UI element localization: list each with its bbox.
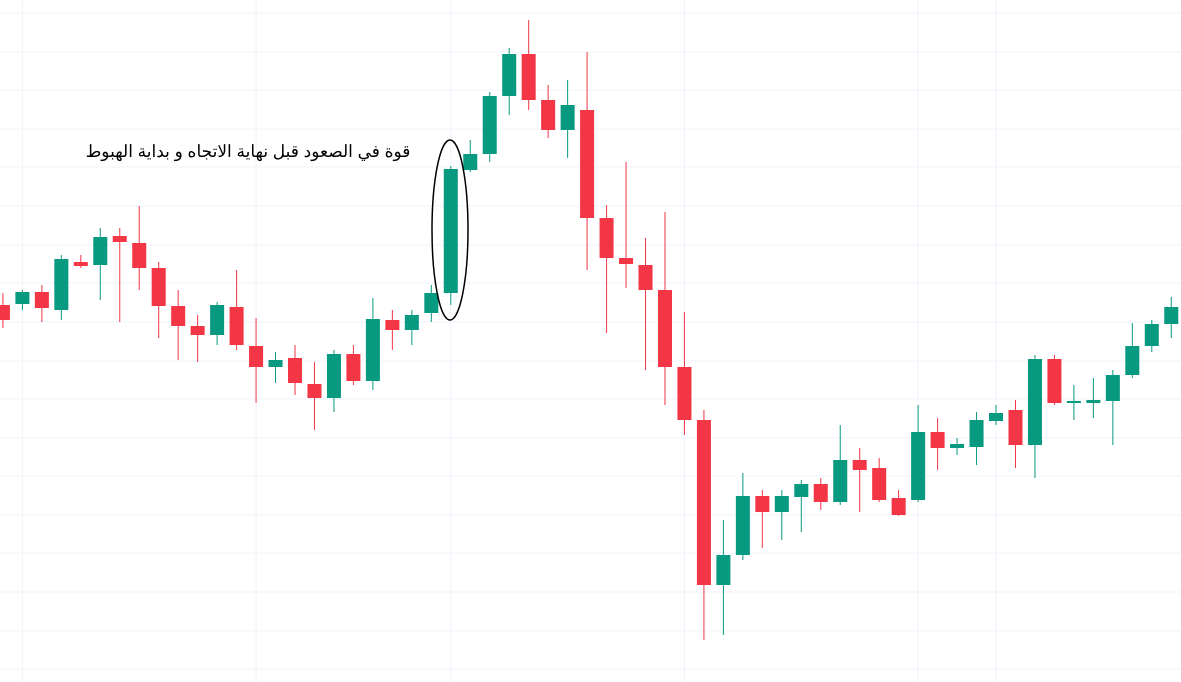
- candle-body: [716, 555, 731, 585]
- candle-body: [34, 292, 49, 308]
- candle-body: [1164, 307, 1179, 324]
- candle-body: [580, 110, 595, 218]
- candle-body: [346, 354, 361, 381]
- candle-body: [541, 100, 556, 130]
- candle-body: [989, 413, 1004, 421]
- candle-body: [833, 460, 848, 502]
- candle-body: [424, 293, 439, 313]
- candle-body: [249, 346, 264, 367]
- candle-body: [1105, 375, 1120, 401]
- candle-body: [151, 268, 166, 306]
- candle-body: [657, 290, 672, 367]
- candle-body: [132, 243, 147, 268]
- candle-body: [950, 444, 965, 448]
- candle-body: [287, 358, 303, 383]
- candle-body: [1144, 324, 1159, 346]
- candle-body: [0, 305, 10, 320]
- candle-body: [463, 154, 478, 170]
- candle-body: [891, 498, 906, 515]
- candle-body: [307, 384, 322, 398]
- candle-body: [872, 468, 887, 500]
- candle-body: [326, 354, 341, 398]
- candle-body: [1008, 410, 1023, 445]
- candle-body: [852, 460, 867, 470]
- annotation: قوة في الصعود قبل نهاية الاتجاه و بداية …: [86, 142, 411, 162]
- candle-body: [1027, 359, 1042, 445]
- candle-body: [268, 360, 283, 367]
- candle-body: [521, 54, 536, 100]
- candle-body: [15, 292, 30, 304]
- candle-body: [365, 319, 380, 381]
- candle-body: [911, 432, 926, 500]
- highlight-ellipse: [431, 139, 469, 321]
- candle-body: [73, 262, 88, 266]
- candle-body: [619, 258, 634, 264]
- candle-body: [794, 484, 809, 497]
- candle-body: [482, 96, 497, 154]
- candle-body: [560, 105, 575, 130]
- candle-body: [969, 420, 984, 447]
- candle-body: [735, 496, 750, 555]
- candle-body: [813, 484, 828, 502]
- candle-body: [755, 496, 770, 512]
- candle-body: [1066, 401, 1081, 403]
- candle-body: [112, 236, 127, 242]
- candle-body: [210, 305, 225, 335]
- candle-body: [1125, 346, 1140, 375]
- candle-body: [171, 306, 186, 326]
- candle-body: [930, 432, 945, 448]
- candle-body: [502, 54, 517, 96]
- candle-body: [404, 315, 419, 330]
- candle-body: [385, 320, 400, 330]
- candle-body: [54, 259, 69, 310]
- candle-body: [599, 218, 614, 258]
- candle-body: [190, 326, 205, 335]
- candle-body: [229, 307, 244, 345]
- candle-body: [774, 496, 789, 512]
- candle-body: [677, 367, 692, 420]
- candle-body: [443, 169, 458, 293]
- candle-body: [1086, 400, 1101, 403]
- candle-body: [696, 420, 711, 585]
- candle-body: [638, 265, 653, 290]
- candle-body: [1047, 359, 1062, 403]
- candle-body: [93, 237, 108, 265]
